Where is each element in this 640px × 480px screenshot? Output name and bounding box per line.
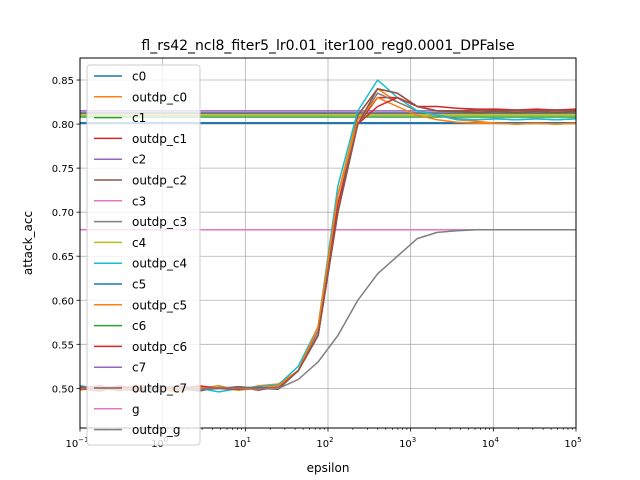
y-axis-label: attack_acc bbox=[21, 211, 35, 275]
legend-box bbox=[86, 64, 201, 446]
legend-label: c1 bbox=[132, 111, 146, 125]
x-tick-exponent: 3 bbox=[412, 436, 416, 444]
legend-label: outdp_g bbox=[132, 423, 181, 437]
legend-label: outdp_c1 bbox=[132, 132, 187, 146]
legend-label: g bbox=[132, 402, 140, 416]
x-tick-label: 101 bbox=[234, 436, 251, 450]
legend-label: outdp_c3 bbox=[132, 215, 187, 229]
x-tick-label: 105 bbox=[564, 436, 581, 450]
x-tick-label: 10−1 bbox=[65, 436, 88, 450]
x-tick-exponent: 2 bbox=[329, 436, 333, 444]
legend-label: outdp_c5 bbox=[132, 298, 187, 312]
y-tick-label: 0.65 bbox=[52, 252, 74, 263]
legend-label: c7 bbox=[132, 361, 146, 375]
legend-label: c4 bbox=[132, 236, 146, 250]
legend-label: c0 bbox=[132, 70, 146, 84]
x-tick-base: 10 bbox=[65, 439, 78, 450]
y-tick-label: 0.75 bbox=[52, 164, 74, 175]
legend-label: outdp_c4 bbox=[132, 257, 187, 271]
y-tick-label: 0.80 bbox=[52, 120, 74, 131]
x-tick-label: 104 bbox=[482, 436, 500, 450]
legend-label: outdp_c2 bbox=[132, 174, 187, 188]
y-tick-label: 0.50 bbox=[52, 384, 74, 395]
legend-label: outdp_c6 bbox=[132, 340, 187, 354]
x-tick-exponent: 1 bbox=[246, 436, 250, 444]
x-tick-base: 10 bbox=[564, 439, 577, 450]
y-tick-label: 0.85 bbox=[52, 76, 74, 87]
legend-label: c3 bbox=[132, 194, 146, 208]
x-tick-label: 103 bbox=[399, 436, 416, 450]
legend-label: c6 bbox=[132, 319, 146, 333]
y-axis-ticks: 0.50 0.55 0.60 0.65 0.70 0.75 0.80 0.85 bbox=[52, 76, 80, 395]
x-tick-exponent: 5 bbox=[577, 436, 581, 444]
x-tick-base: 10 bbox=[482, 439, 495, 450]
legend-label: outdp_c0 bbox=[132, 90, 187, 104]
x-tick-exponent: 4 bbox=[494, 436, 499, 444]
y-tick-label: 0.70 bbox=[52, 208, 74, 219]
chart-title: fl_rs42_ncl8_fiter5_lr0.01_iter100_reg0.… bbox=[141, 38, 514, 54]
legend-label: c5 bbox=[132, 278, 146, 292]
legend: c0 outdp_c0 c1 outdp_c1 c2 outdp_c2 c3 outdp_c3… bbox=[86, 64, 201, 446]
x-tick-base: 10 bbox=[316, 439, 329, 450]
x-tick-exponent: −1 bbox=[78, 436, 88, 444]
y-tick-label: 0.60 bbox=[52, 296, 74, 307]
legend-label: outdp_c7 bbox=[132, 382, 187, 396]
legend-label: c2 bbox=[132, 153, 146, 167]
x-tick-label: 102 bbox=[316, 436, 333, 450]
x-axis-label: epsilon bbox=[307, 461, 350, 475]
x-tick-base: 10 bbox=[399, 439, 412, 450]
x-tick-base: 10 bbox=[234, 439, 247, 450]
y-tick-label: 0.55 bbox=[52, 340, 74, 351]
